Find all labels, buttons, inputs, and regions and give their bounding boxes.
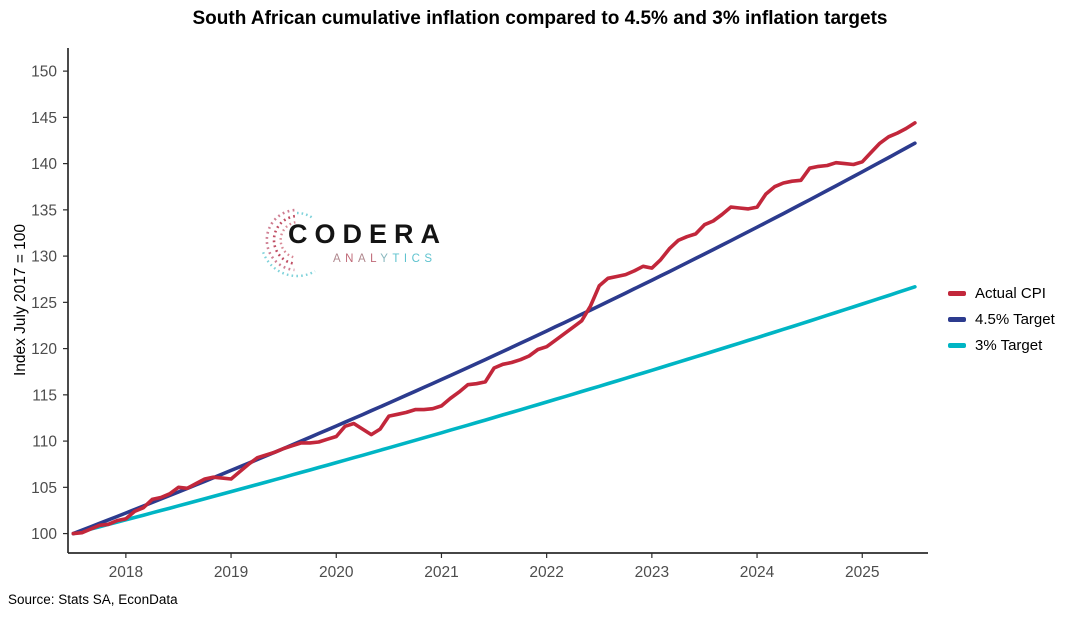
subtext-letter: C [411,253,425,265]
subtext-letter: A [333,253,346,265]
legend-swatch-45-target [948,317,966,322]
subtext-letter: T [392,253,404,265]
x-tick-label: 2022 [529,564,563,581]
x-tick-label: 2018 [109,564,143,581]
legend-label-3-target: 3% Target [975,337,1043,354]
y-tick-label: 145 [31,110,57,127]
codera-analytics-subtext: ANALYTICS [333,253,432,265]
y-tick-label: 150 [31,64,57,81]
y-axis-title: Index July 2017 = 100 [12,223,29,377]
y-tick-label: 140 [31,156,57,173]
chart-title: South African cumulative inflation compa… [192,8,888,29]
x-tick-label: 2023 [635,564,669,581]
codera-dotted-c-icon [262,208,316,278]
x-tick-label: 2020 [319,564,354,581]
series-line-3-target [71,284,917,536]
y-tick-label: 125 [31,295,57,312]
x-tick-label: 2024 [740,564,775,581]
subtext-letter: Y [380,253,393,265]
x-tick-label: 2021 [424,564,458,581]
y-tick-label: 120 [31,341,57,358]
y-tick-label: 135 [31,202,57,219]
subtext-letter: I [403,253,412,265]
subtext-letter: S [424,253,437,265]
codera-wordmark: CODERA [288,219,448,249]
source-note: Source: Stats SA, EconData [8,592,178,607]
subtext-letter: L [370,253,381,265]
legend-swatch-3-target [948,343,966,348]
codera-analytics-watermark: CODERA ANALYTICS [250,201,460,281]
subtext-letter: N [345,253,358,265]
legend-item-3-target: 3% Target [948,337,1055,354]
y-tick-label: 110 [32,434,57,451]
y-tick-label: 105 [31,480,57,497]
legend-item-45-target: 4.5% Target [948,311,1055,328]
series-line-actual-cpi [71,121,917,536]
y-tick-label: 100 [31,526,57,543]
x-tick-label: 2019 [214,564,248,581]
x-tick-label: 2025 [845,564,879,581]
subtext-letter: A [357,253,371,265]
series-line-4-5-target [71,141,917,536]
legend-item-actual-cpi: Actual CPI [948,285,1055,302]
y-tick-label: 115 [32,387,57,404]
y-tick-label: 130 [31,249,57,266]
legend-label-actual-cpi: Actual CPI [975,285,1046,302]
legend-label-45-target: 4.5% Target [975,311,1055,328]
legend: Actual CPI 4.5% Target 3% Target [948,285,1055,354]
legend-swatch-actual-cpi [948,291,966,296]
